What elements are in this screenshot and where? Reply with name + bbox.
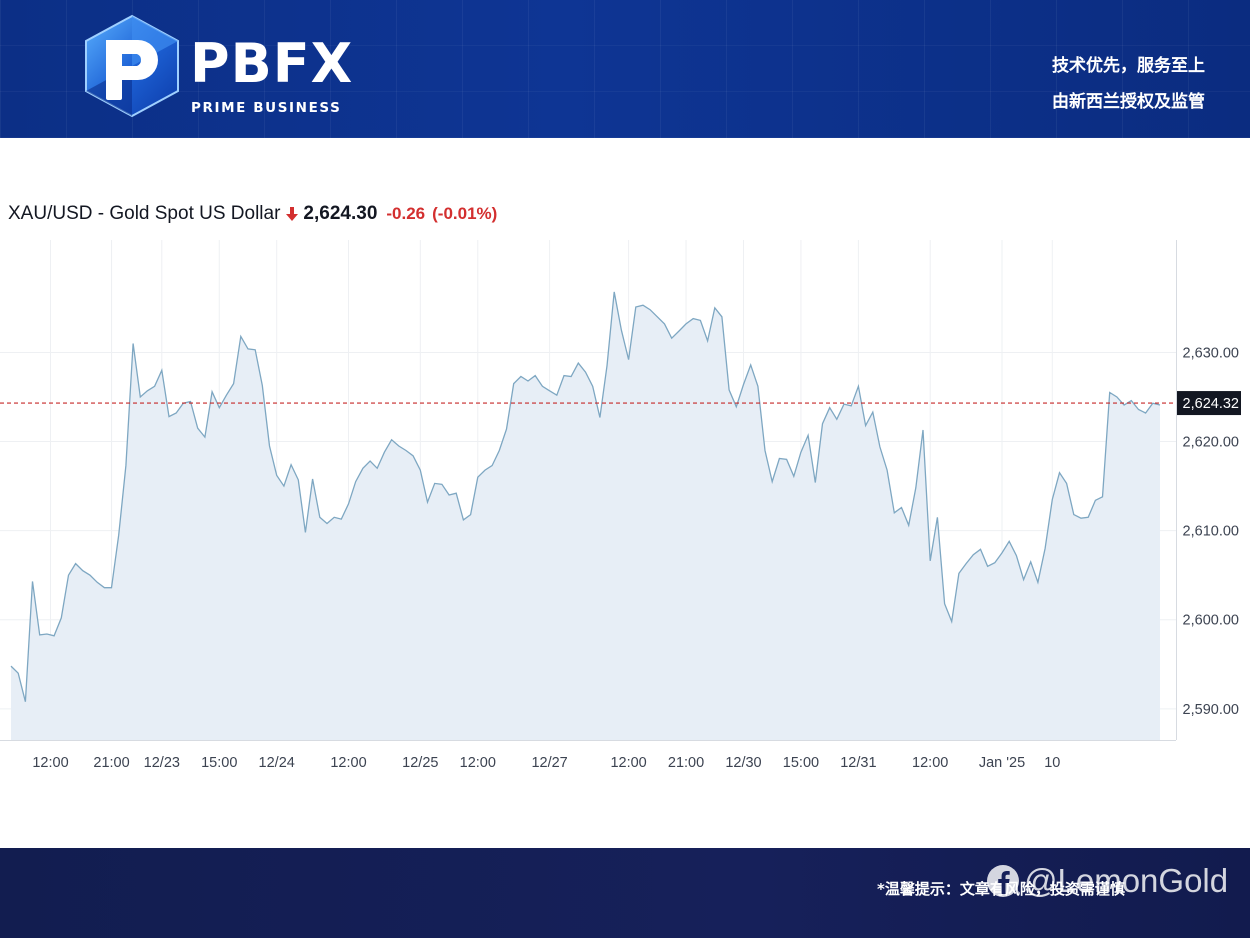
x-tick-label: 12/31 bbox=[840, 755, 876, 771]
x-tick-label: Jan '25 bbox=[979, 755, 1025, 771]
watermark: @LemonGold bbox=[986, 862, 1228, 900]
y-tick-label: 2,610.00 bbox=[1183, 524, 1239, 540]
logo-wordmark: PBFX bbox=[190, 32, 354, 95]
watermark-text: @LemonGold bbox=[1024, 862, 1229, 899]
y-tick-label: 2,620.00 bbox=[1183, 435, 1239, 451]
x-tick-label: 12:00 bbox=[330, 755, 366, 771]
y-axis: 2,590.00 2,600.00 2,610.00 2,620.00 2,630.00 bbox=[1176, 240, 1239, 740]
banner-pattern bbox=[0, 0, 1250, 138]
last-price-reference: 2,624.32 bbox=[0, 391, 1241, 416]
footer-banner bbox=[0, 848, 1250, 938]
x-tick-label: 12:00 bbox=[610, 755, 646, 771]
header-banner: PBFX PRIME BUSINESS 技术优先，服务至上 由新西兰授权及监管 bbox=[0, 0, 1250, 138]
x-tick-label: 10 bbox=[1044, 755, 1060, 771]
x-tick-label: 15:00 bbox=[201, 755, 237, 771]
x-tick-label: 12:00 bbox=[32, 755, 68, 771]
down-arrow-icon bbox=[286, 207, 299, 221]
last-price: 2,624.30 bbox=[303, 203, 378, 224]
quote-header: XAU/USD - Gold Spot US Dollar 2,624.30 -… bbox=[8, 200, 497, 228]
x-tick-label: 12:00 bbox=[912, 755, 948, 771]
x-tick-label: 21:00 bbox=[668, 755, 704, 771]
logo-subtitle: PRIME BUSINESS bbox=[191, 100, 342, 116]
x-tick-label: 15:00 bbox=[783, 755, 819, 771]
slogan-line-1: 技术优先，服务至上 bbox=[1052, 56, 1205, 76]
price-chart[interactable]: 2,624.32 2,590.00 2,600.00 2,610.00 2,620.0… bbox=[0, 240, 1250, 780]
price-area-fill bbox=[11, 291, 1160, 740]
x-tick-label: 12:00 bbox=[460, 755, 496, 771]
last-price-tag bbox=[1177, 391, 1241, 416]
logo-hexagon-icon bbox=[85, 14, 179, 118]
y-tick-label: 2,590.00 bbox=[1183, 702, 1239, 718]
x-tick-label: 12/24 bbox=[259, 755, 295, 771]
facebook-icon bbox=[987, 865, 1019, 897]
price-change-percent: (-0.01%) bbox=[432, 204, 498, 223]
pbfx-logo[interactable]: PBFX PRIME BUSINESS bbox=[82, 14, 352, 124]
symbol-name: XAU/USD - Gold Spot US Dollar bbox=[8, 203, 281, 224]
x-tick-label: 21:00 bbox=[93, 755, 129, 771]
slogan-line-2: 由新西兰授权及监管 bbox=[1052, 92, 1205, 112]
y-tick-label: 2,630.00 bbox=[1183, 345, 1239, 361]
x-axis: 12:00 21:00 12/23 15:00 12/24 12:00 12/25 12:00… bbox=[0, 740, 1176, 771]
x-tick-label: 12/30 bbox=[725, 755, 761, 771]
price-change: -0.26 bbox=[386, 204, 426, 223]
y-tick-label: 2,600.00 bbox=[1183, 613, 1239, 629]
last-price-tag-label: 2,624.32 bbox=[1183, 396, 1239, 412]
x-tick-label: 12/27 bbox=[531, 755, 567, 771]
x-tick-label: 12/23 bbox=[144, 755, 180, 771]
slogan: 技术优先，服务至上 由新西兰授权及监管 bbox=[1052, 48, 1205, 120]
price-line bbox=[10, 291, 1161, 702]
x-tick-label: 12/25 bbox=[402, 755, 438, 771]
